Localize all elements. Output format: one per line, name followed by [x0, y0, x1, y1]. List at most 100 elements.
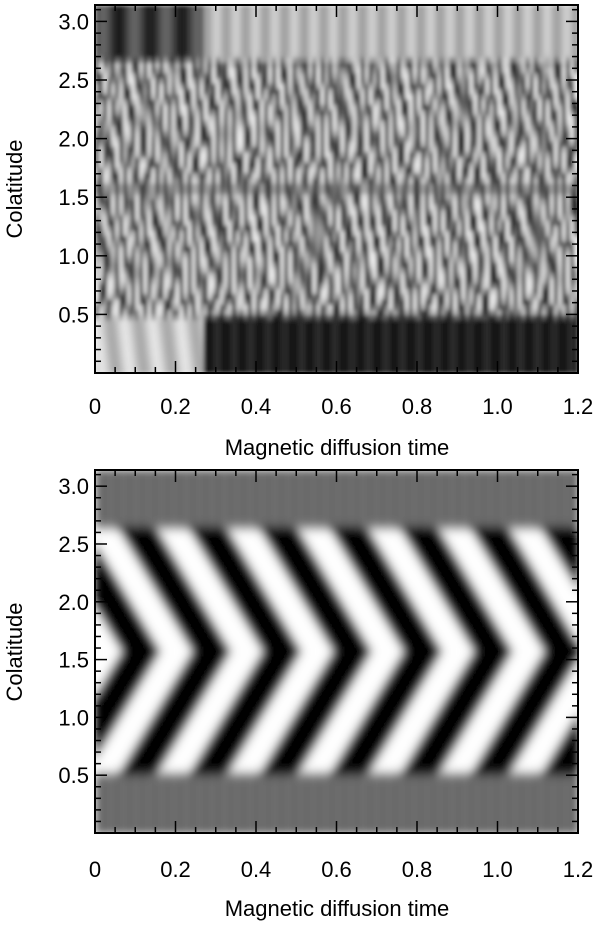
top-heatmap-cell — [123, 346, 128, 353]
top-heatmap-cell — [219, 346, 225, 353]
top-heatmap-cell — [227, 5, 233, 11]
top-heatmap-cell — [179, 115, 185, 122]
top-heatmap-cell — [227, 236, 233, 243]
top-heatmap-cell — [276, 294, 281, 300]
top-heatmap-cell — [219, 210, 225, 216]
top-heatmap-cell — [348, 220, 354, 227]
top-heatmap-cell — [195, 94, 201, 101]
top-heatmap-cell — [336, 183, 342, 190]
top-heatmap-cell — [215, 362, 221, 369]
top-heatmap-cell — [155, 241, 161, 248]
top-heatmap-cell — [364, 236, 370, 243]
top-heatmap-cell — [336, 47, 342, 53]
top-heatmap-cell — [99, 315, 104, 322]
top-heatmap-cell — [308, 152, 313, 159]
top-heatmap-cell — [348, 252, 354, 258]
top-heatmap-cell — [239, 89, 245, 95]
top-heatmap-cell — [272, 89, 277, 95]
top-heatmap-cell — [288, 257, 293, 264]
top-heatmap-cell — [191, 283, 197, 290]
top-heatmap-cell — [336, 26, 342, 32]
top-heatmap-cell — [211, 309, 217, 316]
top-heatmap-cell — [131, 278, 136, 285]
top-heatmap-cell — [328, 173, 334, 180]
top-heatmap-cell — [207, 62, 213, 69]
top-heatmap-cell — [115, 346, 120, 353]
top-heatmap-cell — [103, 110, 108, 116]
top-heatmap-cell — [179, 236, 185, 243]
top-heatmap-cell — [127, 131, 132, 138]
top-heatmap-cell — [139, 78, 144, 85]
top-heatmap-cell — [175, 136, 181, 143]
top-heatmap-cell — [95, 57, 100, 64]
top-heatmap-cell — [292, 152, 297, 159]
top-heatmap-cell — [183, 325, 189, 332]
top-heatmap-cell — [288, 273, 293, 279]
top-heatmap-cell — [219, 246, 225, 253]
top-heatmap-cell — [243, 215, 249, 222]
top-heatmap-cell — [191, 309, 197, 316]
top-heatmap-cell — [247, 309, 253, 316]
top-heatmap-cell — [167, 5, 173, 11]
top-heatmap-cell — [183, 278, 189, 285]
top-heatmap-cell — [280, 10, 285, 17]
top-heatmap-cell — [199, 304, 205, 311]
top-heatmap-cell — [167, 125, 173, 132]
top-heatmap-cell — [332, 204, 338, 211]
top-heatmap-cell — [316, 162, 322, 169]
top-heatmap-cell — [312, 99, 317, 106]
top-heatmap-cell — [284, 26, 289, 32]
top-heatmap-cell — [292, 346, 297, 353]
top-heatmap-cell — [203, 199, 209, 206]
top-heatmap-cell — [95, 288, 100, 295]
top-heatmap-cell — [127, 183, 132, 190]
top-heatmap-cell — [264, 31, 269, 38]
top-heatmap-cell — [167, 26, 173, 32]
top-heatmap-cell — [139, 31, 144, 38]
top-heatmap-cell — [304, 89, 309, 95]
top-heatmap-cell — [260, 262, 265, 269]
top-heatmap-cell — [280, 167, 285, 174]
top-heatmap-cell — [219, 73, 225, 80]
top-heatmap-cell — [344, 236, 350, 243]
top-heatmap-cell — [376, 189, 382, 195]
top-heatmap-cell — [247, 257, 253, 264]
top-heatmap-cell — [256, 330, 261, 337]
top-heatmap-cell — [296, 57, 301, 64]
top-heatmap-cell — [324, 189, 330, 195]
top-heatmap-cell — [175, 320, 181, 327]
top-heatmap-cell — [111, 194, 116, 201]
top-heatmap-cell — [304, 10, 309, 17]
top-heatmap-cell — [131, 99, 136, 106]
top-heatmap-cell — [131, 294, 136, 300]
top-heatmap-cell — [163, 183, 169, 190]
top-heatmap-cell — [227, 225, 233, 232]
top-heatmap-cell — [292, 89, 297, 95]
top-heatmap-cell — [300, 5, 305, 11]
top-heatmap-cell — [183, 131, 189, 138]
top-heatmap-cell — [151, 131, 156, 138]
top-heatmap-cell — [107, 47, 112, 53]
top-heatmap-cell — [143, 315, 148, 322]
top-heatmap-cell — [296, 52, 301, 59]
top-heatmap-cell — [215, 267, 221, 274]
top-heatmap-cell — [376, 283, 382, 290]
top-heatmap-cell — [380, 26, 386, 32]
top-heatmap-cell — [268, 183, 273, 190]
top-heatmap-cell — [239, 210, 245, 216]
top-heatmap-cell — [99, 10, 104, 17]
top-heatmap-cell — [272, 104, 277, 111]
top-heatmap-cell — [219, 278, 225, 285]
top-heatmap-cell — [364, 325, 370, 332]
top-heatmap-cell — [352, 115, 358, 122]
top-heatmap-cell — [107, 68, 112, 74]
top-heatmap-cell — [107, 162, 112, 169]
top-heatmap-cell — [272, 146, 277, 153]
top-heatmap-cell — [243, 225, 249, 232]
top-heatmap-cell — [95, 225, 100, 232]
top-heatmap-cell — [280, 241, 285, 248]
top-heatmap-cell — [336, 115, 342, 122]
top-heatmap-cell — [268, 136, 273, 143]
top-heatmap-cell — [215, 246, 221, 253]
top-heatmap-cell — [336, 210, 342, 216]
